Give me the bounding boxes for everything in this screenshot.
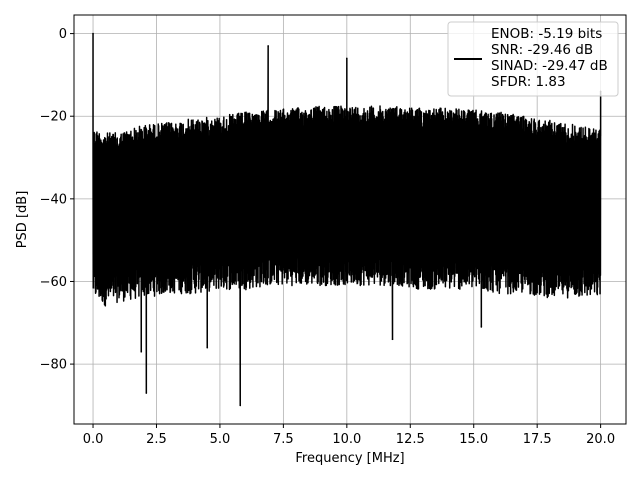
psd-peak — [92, 32, 94, 35]
legend-box — [447, 21, 619, 97]
x-tick-label: 7.5 — [273, 432, 294, 447]
legend-entry: SFDR: 1.83 — [491, 74, 566, 90]
psd-dip — [140, 350, 143, 353]
x-tick-label: 15.0 — [459, 432, 488, 447]
x-tick-label: 10.0 — [332, 432, 361, 447]
psd-dip — [391, 338, 394, 341]
psd-peak — [346, 57, 348, 60]
legend-entry: ENOB: -5.19 bits — [491, 26, 602, 42]
x-tick-label: 12.5 — [396, 432, 425, 447]
legend-entry: SINAD: -29.47 dB — [491, 58, 608, 74]
y-tick-label: −80 — [40, 358, 67, 373]
psd-dip — [206, 346, 209, 349]
y-tick-label: −40 — [40, 192, 67, 207]
y-tick-label: −60 — [40, 275, 67, 290]
y-axis-label: PSD [dB] — [15, 191, 30, 249]
psd-peak — [267, 45, 269, 47]
x-tick-label: 0.0 — [83, 432, 104, 447]
axis-ticks: 0.0 2.5 5.0 7.5 10.0 12.5 15.0 17.5 20.0 0 −20 −40 −… — [40, 27, 616, 447]
psd-dip — [145, 392, 148, 394]
x-axis-label: Frequency [MHz] — [295, 451, 404, 466]
x-tick-label: 17.5 — [523, 432, 552, 447]
psd-dip — [480, 326, 483, 328]
x-tick-label: 20.0 — [586, 432, 615, 447]
y-tick-label: 0 — [59, 27, 67, 42]
legend-entry: SNR: -29.46 dB — [491, 42, 593, 58]
x-tick-label: 2.5 — [146, 432, 167, 447]
psd-trace — [92, 33, 602, 407]
x-tick-label: 5.0 — [210, 432, 231, 447]
y-tick-label: −20 — [40, 110, 67, 125]
axes-frame — [73, 14, 627, 425]
psd-dip — [239, 404, 242, 407]
